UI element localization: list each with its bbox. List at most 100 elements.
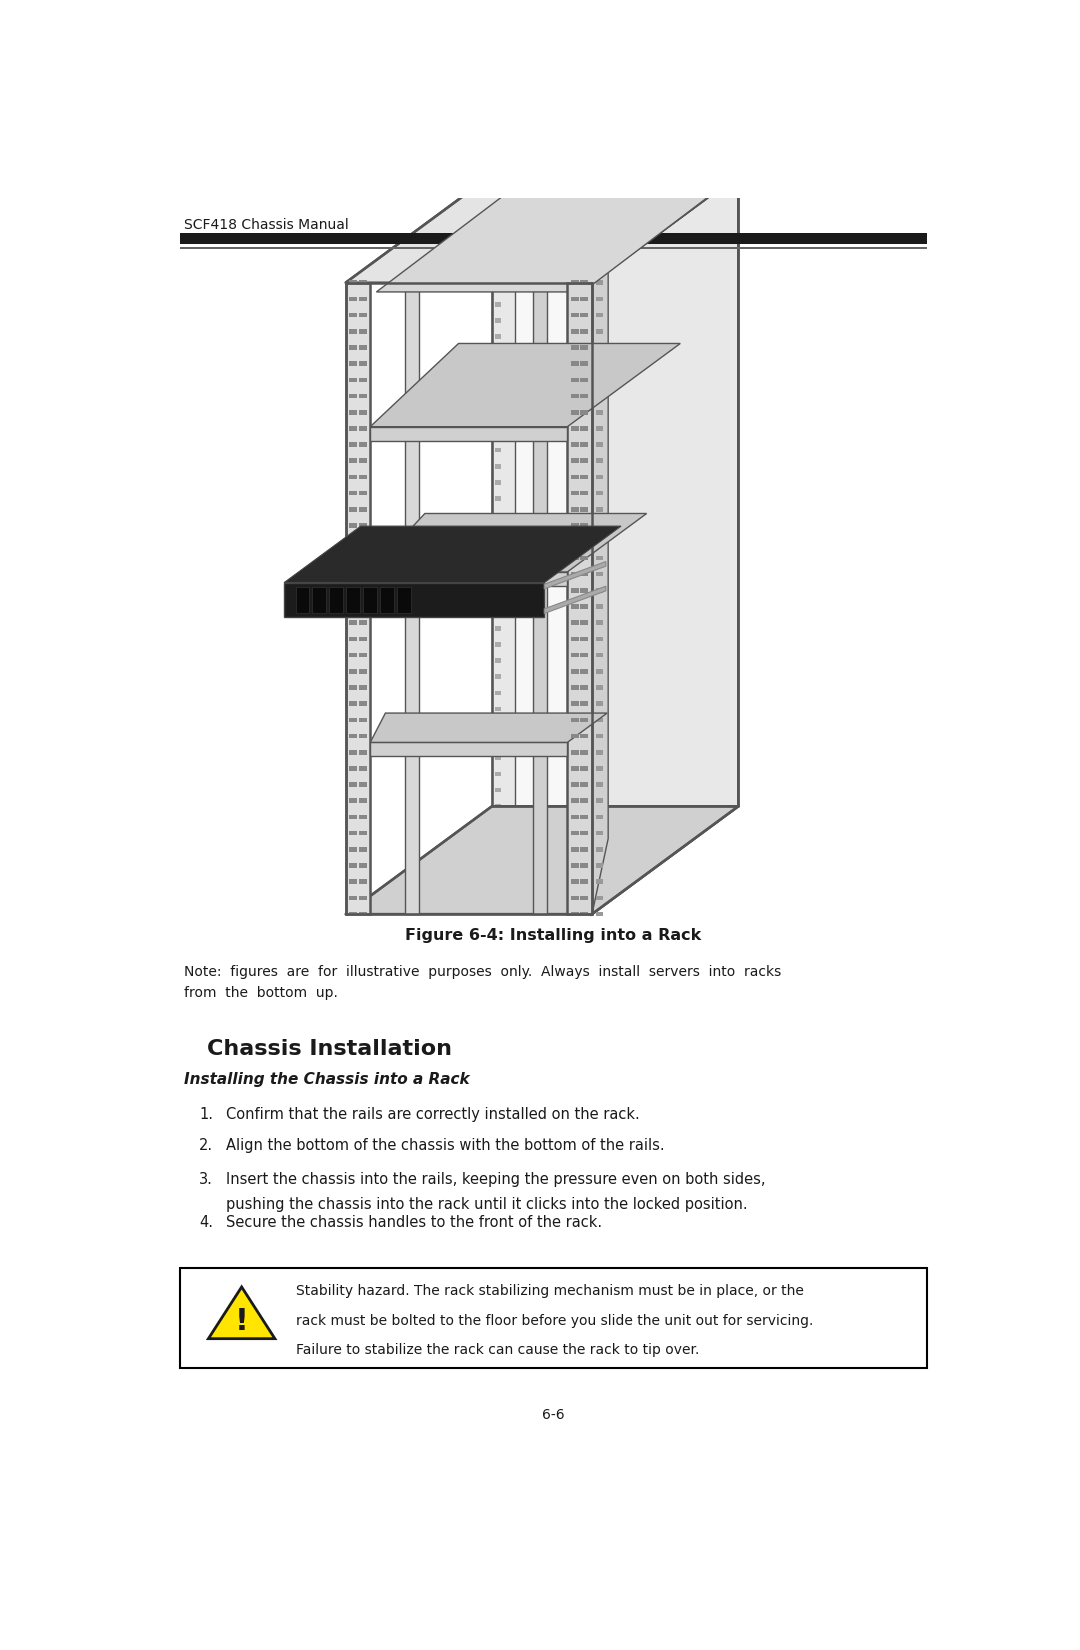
Bar <box>495 513 501 516</box>
Bar <box>718 675 725 680</box>
Bar <box>350 297 357 302</box>
Text: 3.: 3. <box>200 1172 213 1188</box>
Bar <box>571 378 579 383</box>
Bar <box>596 799 603 804</box>
Bar <box>495 173 501 177</box>
Bar <box>718 254 725 257</box>
Bar <box>350 426 357 431</box>
Bar <box>718 416 725 421</box>
Bar <box>360 653 367 657</box>
Polygon shape <box>346 282 370 914</box>
Bar <box>596 587 603 592</box>
Bar <box>596 459 603 464</box>
Bar <box>495 706 501 711</box>
Bar <box>580 912 589 916</box>
Polygon shape <box>312 586 326 614</box>
Bar <box>350 799 357 804</box>
Bar <box>718 318 725 323</box>
Bar <box>580 507 589 512</box>
Bar <box>350 620 357 625</box>
Bar <box>350 879 357 884</box>
Bar <box>495 464 501 469</box>
Bar <box>495 625 501 630</box>
Bar <box>596 832 603 835</box>
Bar <box>495 787 501 792</box>
Bar <box>596 523 603 528</box>
Bar <box>580 766 589 771</box>
Bar <box>495 351 501 355</box>
Bar <box>718 480 725 485</box>
Bar <box>495 561 501 566</box>
Bar <box>580 475 589 478</box>
Polygon shape <box>567 282 592 914</box>
Bar <box>596 394 603 398</box>
Bar <box>580 280 589 285</box>
Bar <box>580 782 589 787</box>
Bar <box>580 749 589 754</box>
Bar <box>360 587 367 592</box>
Bar <box>495 578 501 582</box>
Bar <box>350 863 357 868</box>
Bar <box>360 540 367 545</box>
Bar <box>350 409 357 414</box>
Bar <box>350 912 357 916</box>
Bar <box>350 573 357 576</box>
Bar <box>495 366 501 371</box>
Bar <box>495 269 501 274</box>
Bar <box>360 475 367 478</box>
Bar <box>350 378 357 383</box>
Bar <box>718 188 725 193</box>
Bar <box>360 668 367 673</box>
Bar <box>596 409 603 414</box>
Polygon shape <box>544 561 606 589</box>
Bar <box>596 475 603 478</box>
Bar <box>360 394 367 398</box>
Bar <box>718 723 725 728</box>
Bar <box>718 658 725 663</box>
Bar <box>495 238 501 243</box>
Text: Align the bottom of the chassis with the bottom of the rails.: Align the bottom of the chassis with the… <box>226 1137 665 1153</box>
Bar <box>360 345 367 350</box>
Bar <box>350 685 357 690</box>
Bar <box>718 739 725 744</box>
Bar <box>718 691 725 695</box>
Bar <box>360 426 367 431</box>
Bar <box>495 528 501 533</box>
Bar <box>495 497 501 502</box>
Bar <box>350 328 357 333</box>
Bar <box>360 766 367 771</box>
Polygon shape <box>397 586 411 614</box>
Bar <box>718 366 725 371</box>
Bar <box>718 625 725 630</box>
Bar <box>571 426 579 431</box>
Bar <box>350 394 357 398</box>
Bar <box>718 756 725 761</box>
Polygon shape <box>347 586 361 614</box>
Bar <box>571 620 579 625</box>
Bar <box>571 896 579 901</box>
Bar <box>580 832 589 835</box>
Bar <box>350 668 357 673</box>
Bar <box>718 804 725 808</box>
Text: pushing the chassis into the rack until it clicks into the locked position.: pushing the chassis into the rack until … <box>226 1196 747 1211</box>
Bar <box>360 846 367 851</box>
Bar <box>718 561 725 566</box>
Polygon shape <box>296 586 309 614</box>
Bar <box>495 205 501 210</box>
Bar <box>571 879 579 884</box>
Text: from  the  bottom  up.: from the bottom up. <box>184 987 338 1000</box>
Bar <box>350 459 357 464</box>
Text: Installing the Chassis into a Rack: Installing the Chassis into a Rack <box>184 1072 470 1087</box>
Polygon shape <box>370 742 567 756</box>
Bar <box>360 734 367 738</box>
Bar <box>718 706 725 711</box>
Bar <box>350 749 357 754</box>
Bar <box>350 442 357 447</box>
Polygon shape <box>380 586 394 614</box>
Bar <box>495 447 501 452</box>
Bar <box>718 610 725 614</box>
Bar <box>495 383 501 388</box>
Bar <box>718 302 725 307</box>
Bar <box>571 815 579 820</box>
Bar <box>360 912 367 916</box>
